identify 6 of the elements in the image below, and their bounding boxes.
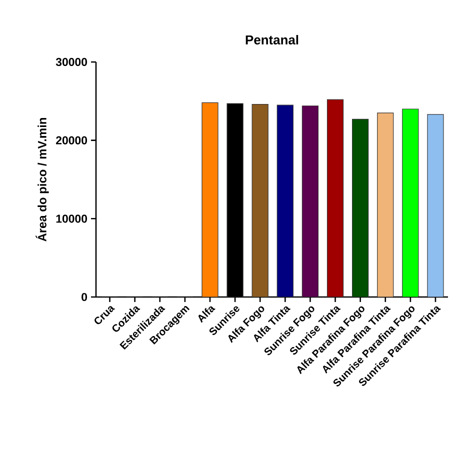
y-tick-label: 20000	[56, 136, 88, 144]
y-axis-title: Área do pico / mV.min	[36, 118, 49, 242]
chart-title: Pentanal	[246, 34, 298, 44]
y-tick-label: 30000	[56, 58, 88, 66]
y-tick-label: 0	[82, 292, 88, 302]
y-tick-label: 10000	[56, 214, 88, 223]
